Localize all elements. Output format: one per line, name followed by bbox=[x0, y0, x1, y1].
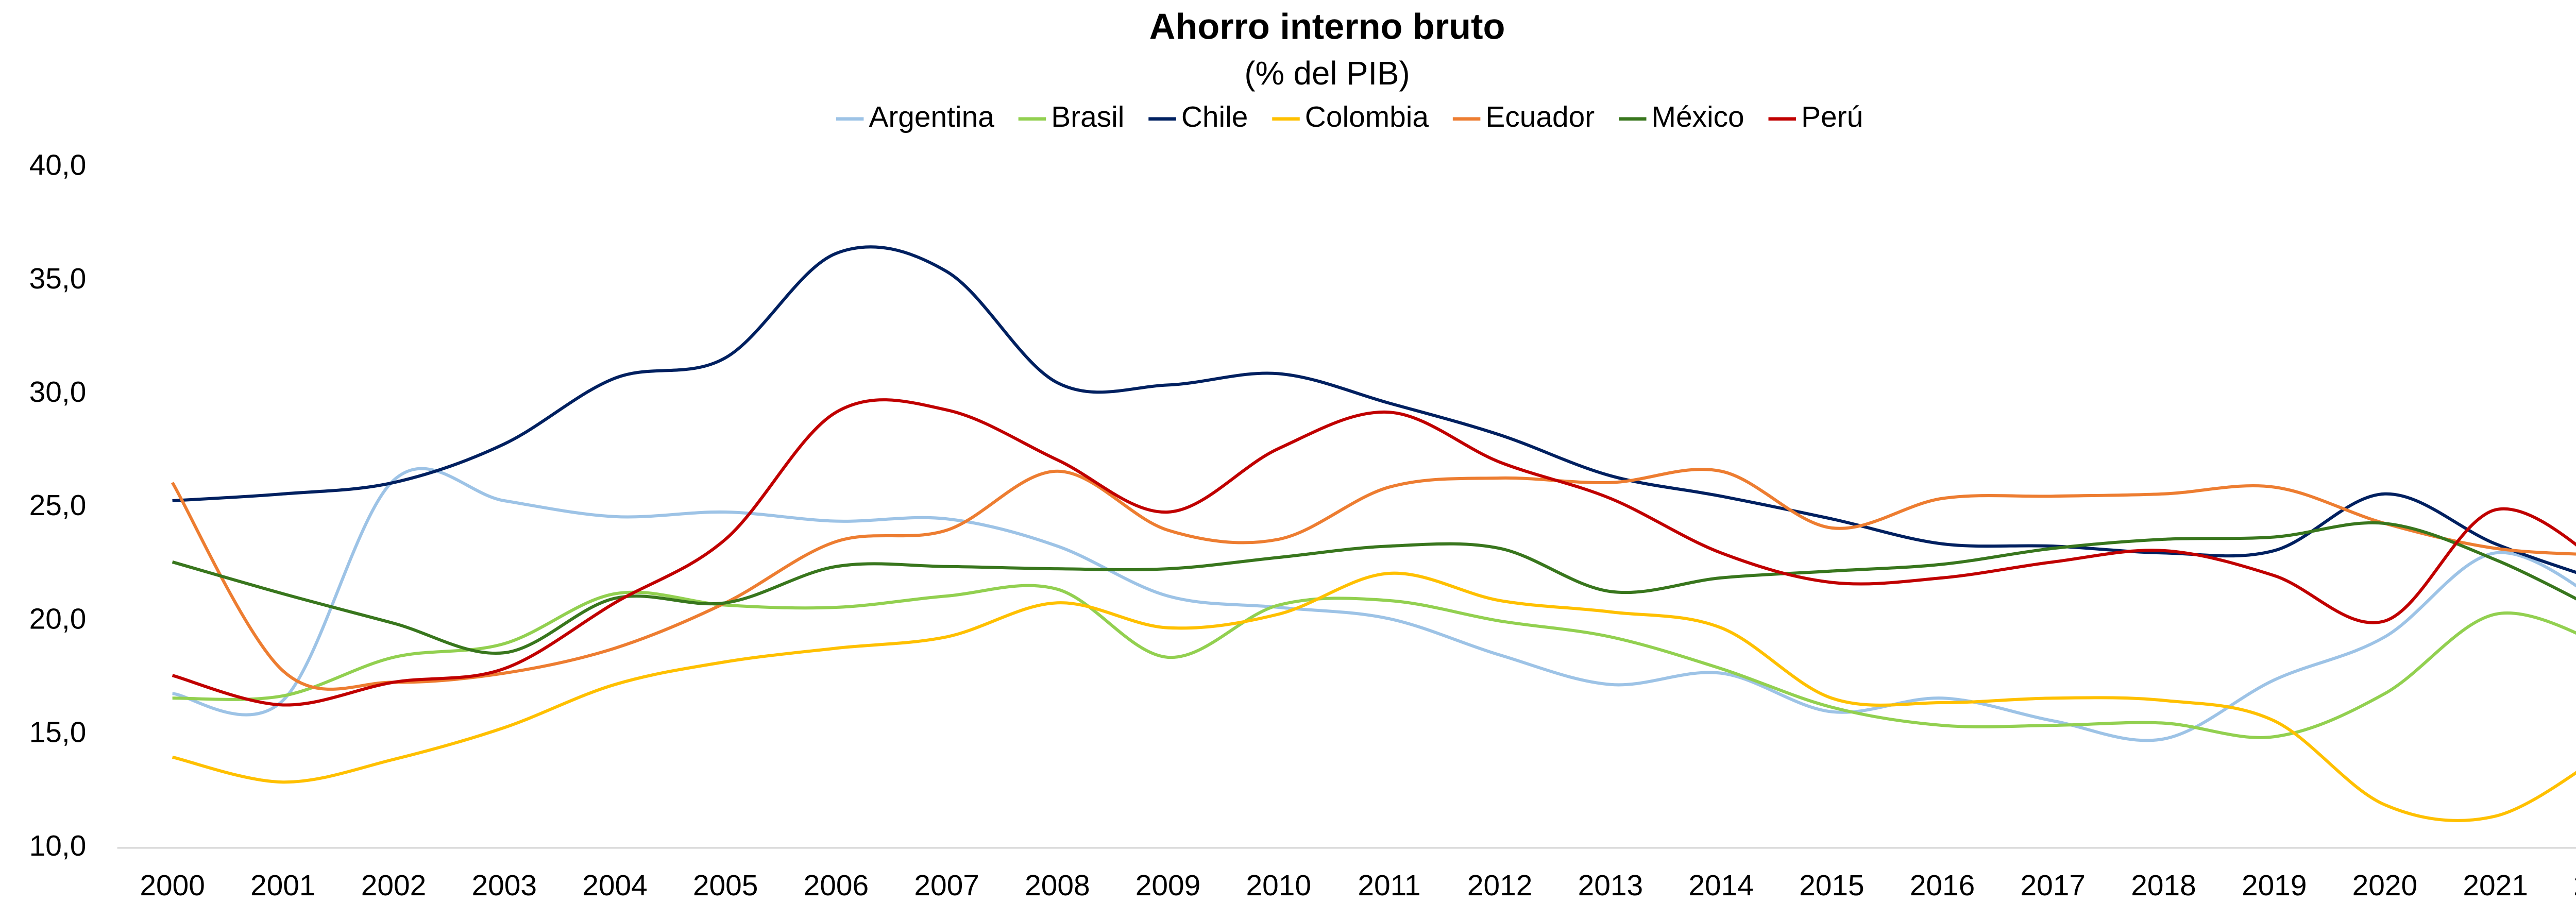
legend-item: Ecuador bbox=[1452, 101, 1595, 133]
x-tick-label: 2013 bbox=[1578, 870, 1643, 902]
legend-item: Chile bbox=[1148, 101, 1248, 133]
x-tick-label: 2019 bbox=[2242, 870, 2307, 902]
legend-item: Colombia bbox=[1272, 101, 1429, 133]
legend-label: Perú bbox=[1801, 101, 1863, 133]
x-tick-label: 2012 bbox=[1467, 870, 1533, 902]
x-tick-label: 2006 bbox=[804, 870, 869, 902]
x-tick-label: 2008 bbox=[1025, 870, 1090, 902]
x-tick-label: 2017 bbox=[2021, 870, 2086, 902]
x-tick-label: 2003 bbox=[472, 870, 537, 902]
x-tick-label: 2014 bbox=[1688, 870, 1754, 902]
legend-label: Chile bbox=[1181, 101, 1248, 133]
x-tick-label: 2002 bbox=[361, 870, 427, 902]
series-line bbox=[172, 398, 2576, 707]
y-tick-label: 25,0 bbox=[29, 489, 87, 522]
legend-item: Brasil bbox=[1018, 101, 1124, 133]
y-tick-label: 10,0 bbox=[29, 830, 87, 862]
y-tick-label: 35,0 bbox=[29, 263, 87, 295]
y-tick-label: 40,0 bbox=[29, 149, 87, 182]
x-tick-label: 2009 bbox=[1136, 870, 1201, 902]
legend-label: Ecuador bbox=[1485, 101, 1595, 133]
legend-item: Argentina bbox=[836, 101, 994, 133]
x-tick-label: 2000 bbox=[140, 870, 205, 902]
x-tick-label: 2011 bbox=[1358, 870, 1420, 902]
x-tick-label: 2001 bbox=[250, 870, 316, 902]
legend-item: México bbox=[1619, 101, 1744, 133]
x-tick-label: 2018 bbox=[2131, 870, 2196, 902]
series-line bbox=[172, 245, 2576, 574]
series-line bbox=[172, 521, 2576, 655]
plot-area: 10,0 15,0 20,0 25,0 30,0 35,0 40,0 2000 2001 2002… bbox=[29, 149, 2576, 902]
x-tick-label: 2015 bbox=[1799, 870, 1865, 902]
x-tick-label: 2021 bbox=[2463, 870, 2528, 902]
series-line bbox=[172, 584, 2576, 739]
legend-label: México bbox=[1652, 101, 1744, 133]
x-tick-label: 2020 bbox=[2352, 870, 2418, 902]
y-tick-label: 20,0 bbox=[29, 603, 87, 635]
legend-label: Argentina bbox=[869, 101, 994, 133]
x-tick-label: 2022 bbox=[2573, 870, 2576, 902]
chart-subtitle: (% del PIB) bbox=[1244, 55, 1410, 92]
series-line bbox=[172, 571, 2576, 822]
x-tick-label: 2010 bbox=[1246, 870, 1312, 902]
x-tick-label: 2004 bbox=[582, 870, 648, 902]
x-tick-label: 2005 bbox=[693, 870, 758, 902]
y-tick-label: 30,0 bbox=[29, 376, 87, 409]
legend-label: Brasil bbox=[1051, 101, 1124, 133]
x-tick-label: 2007 bbox=[914, 870, 979, 902]
legend: Argentina Brasil Chile Colombia Ecuador Méxic… bbox=[836, 101, 1863, 133]
series-line bbox=[171, 468, 2576, 691]
y-tick-label: 15,0 bbox=[29, 717, 87, 749]
series-line bbox=[172, 467, 2576, 742]
legend-label: Colombia bbox=[1305, 101, 1429, 133]
chart-title: Ahorro interno bruto bbox=[1149, 6, 1505, 46]
x-tick-label: 2016 bbox=[1910, 870, 1975, 902]
legend-item: Perú bbox=[1768, 101, 1863, 133]
